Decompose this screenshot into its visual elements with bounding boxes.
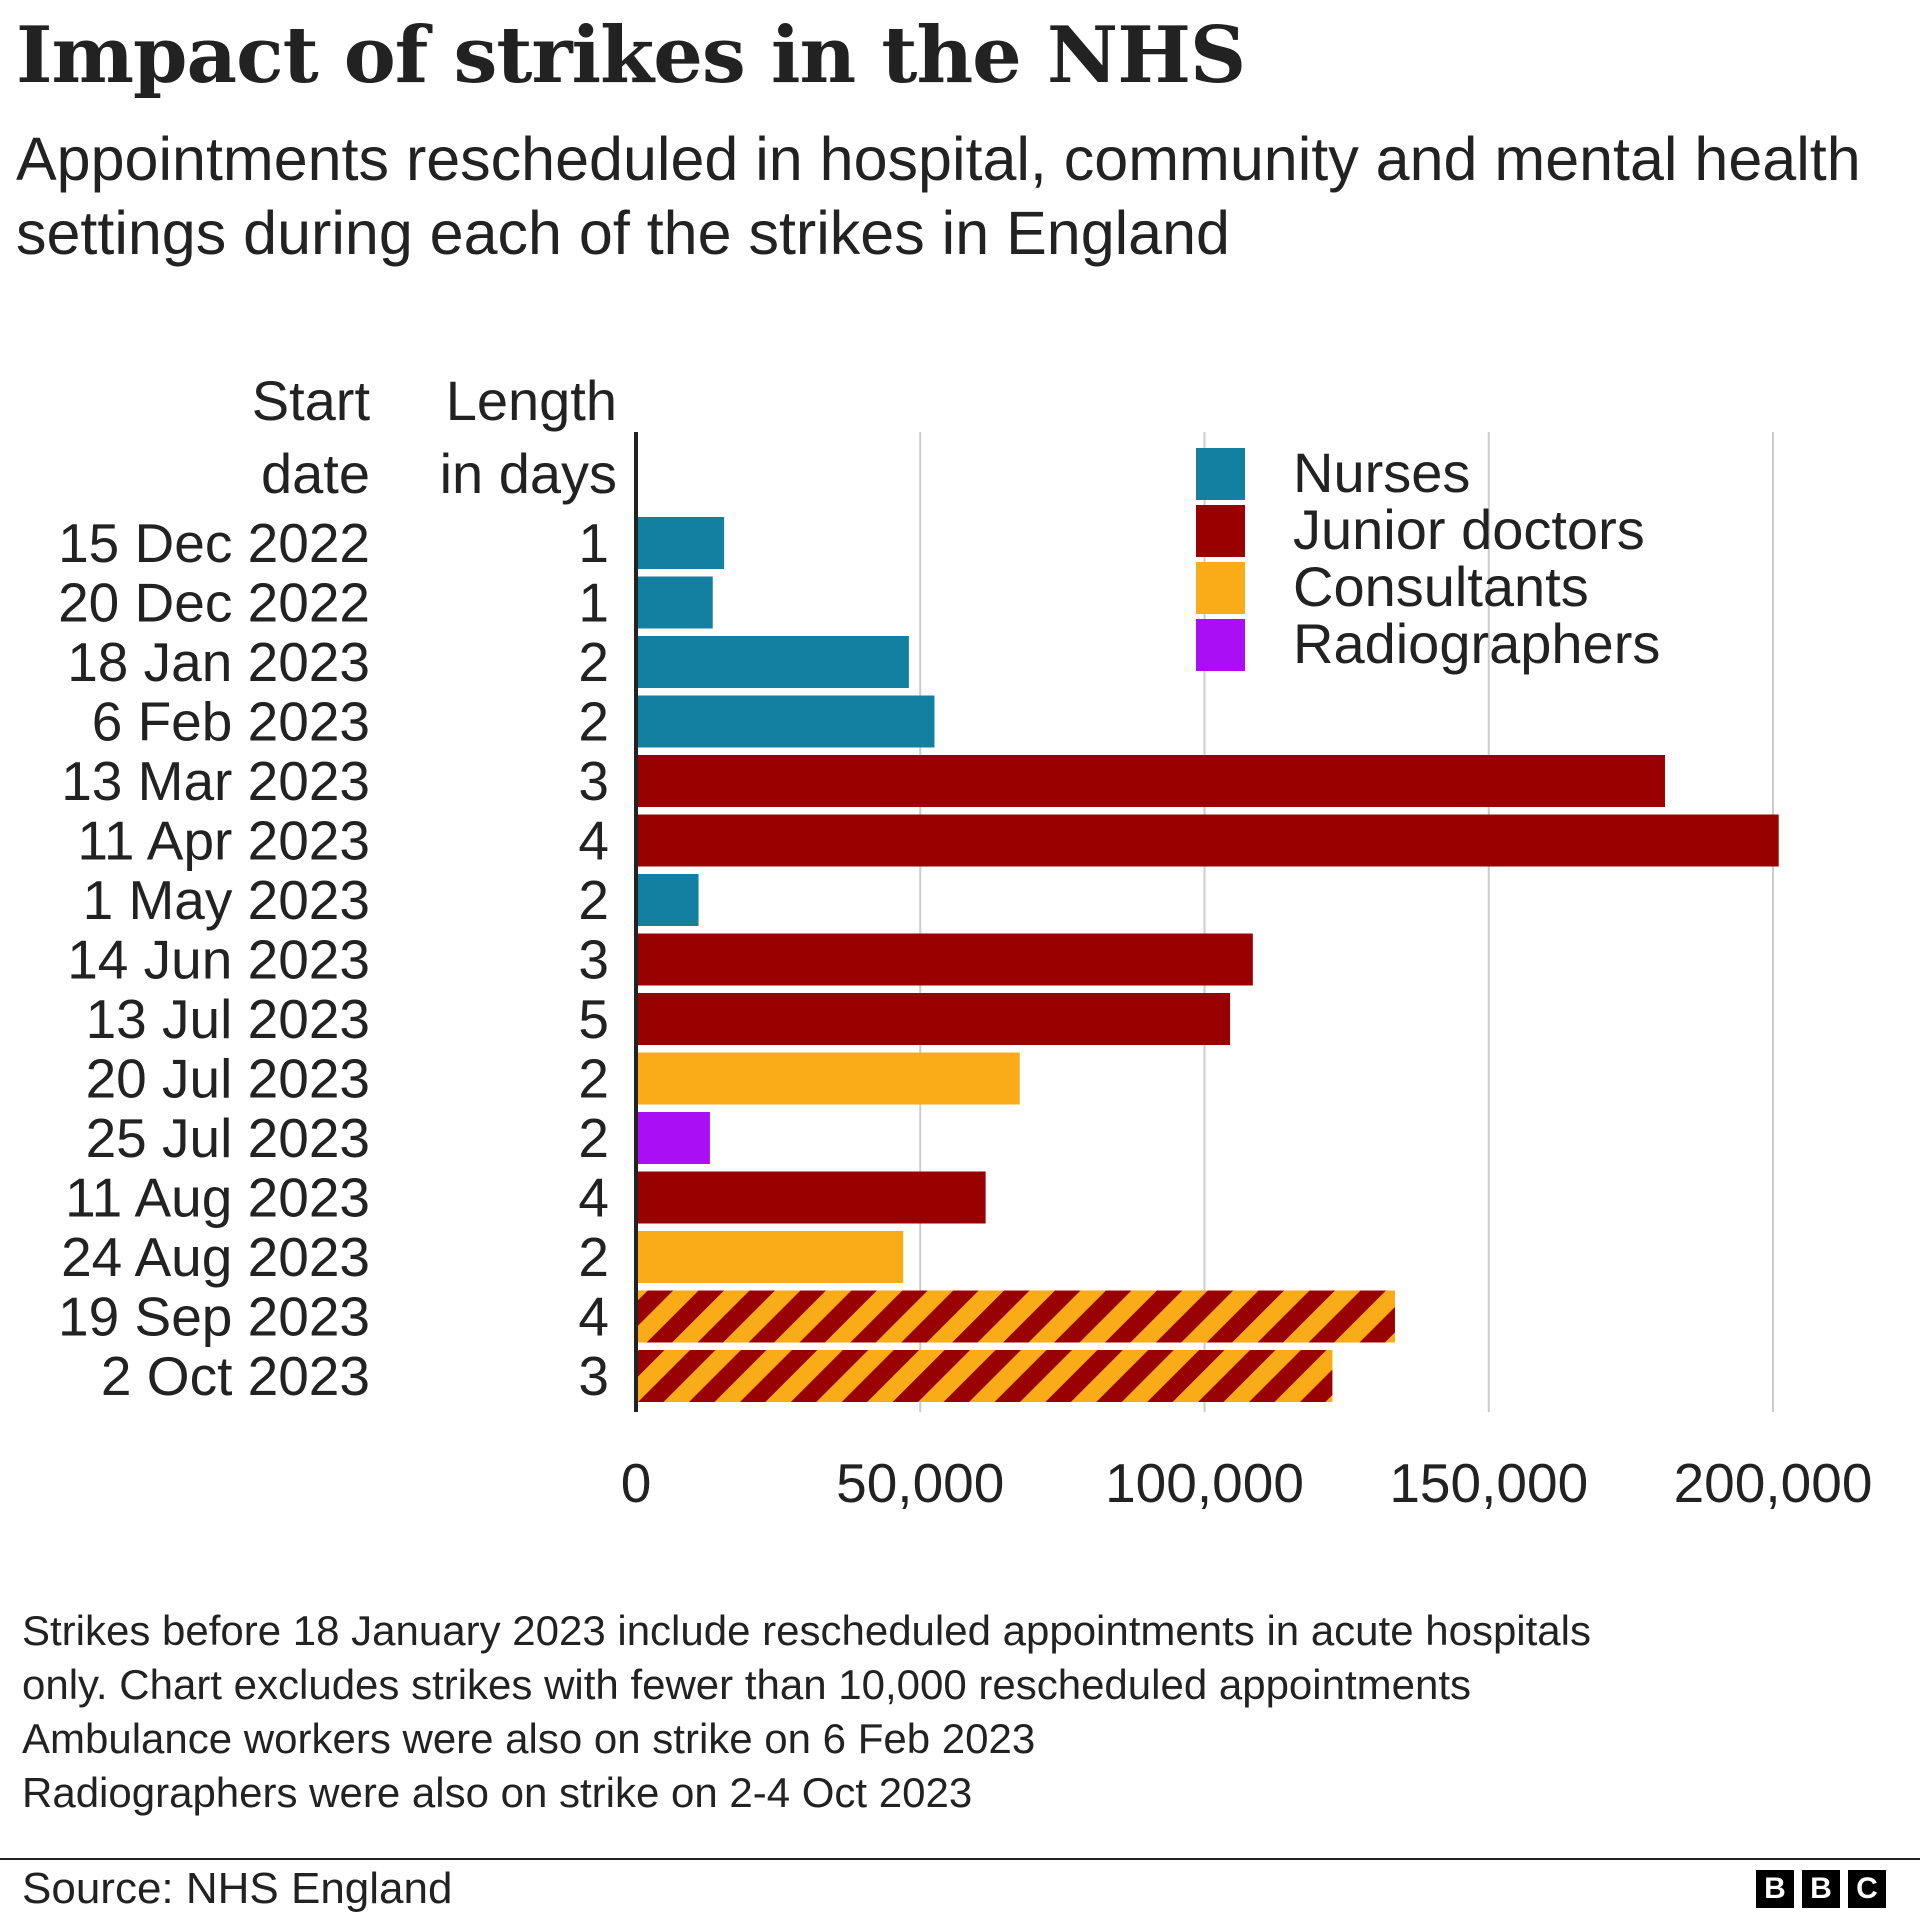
bar xyxy=(636,1112,710,1164)
x-tick-label: 0 xyxy=(621,1452,652,1514)
bbc-logo-letter: B xyxy=(1802,1870,1840,1908)
x-tick-label: 200,000 xyxy=(1674,1452,1873,1514)
x-tick-label: 50,000 xyxy=(836,1452,1004,1514)
row-date-label: 1 May 2023 xyxy=(83,869,370,931)
row-date-label: 2 Oct 2023 xyxy=(101,1345,370,1407)
x-axis: 0 50,000 100,000 150,000 200,000 xyxy=(621,432,1873,1514)
row-length-label: 4 xyxy=(578,1286,609,1348)
legend-swatch xyxy=(1196,619,1245,671)
bar xyxy=(636,993,1231,1045)
row-length-label: 2 xyxy=(578,631,609,693)
row-date-label: 13 Mar 2023 xyxy=(61,750,370,812)
length-header: in days xyxy=(440,442,617,505)
row-length-label: 4 xyxy=(578,810,609,872)
bar xyxy=(636,695,935,748)
footnote-line: only. Chart excludes strikes with fewer … xyxy=(22,1661,1472,1708)
row-date-label: 11 Apr 2023 xyxy=(77,810,370,872)
bar xyxy=(636,1290,1395,1343)
column-headers: Start date Length in days xyxy=(252,369,617,505)
bar xyxy=(636,576,713,629)
legend-label: Radiographers xyxy=(1293,612,1660,675)
row-date-label: 19 Sep 2023 xyxy=(58,1286,370,1348)
row-length-label: 2 xyxy=(578,869,609,931)
source-text: Source: NHS England xyxy=(22,1864,453,1913)
row-date-label: 20 Jul 2023 xyxy=(86,1048,370,1110)
footnote-line: Strikes before 18 January 2023 include r… xyxy=(22,1607,1591,1654)
row-length-label: 2 xyxy=(578,1226,609,1288)
row-length-label: 4 xyxy=(578,1167,609,1229)
bar xyxy=(636,814,1779,867)
bar xyxy=(636,1350,1333,1402)
row-length-label: 3 xyxy=(578,750,609,812)
row-length-label: 2 xyxy=(578,1048,609,1110)
legend-swatch xyxy=(1196,562,1245,614)
row-length-label: 1 xyxy=(578,512,609,574)
footnotes: Strikes before 18 January 2023 include r… xyxy=(22,1604,1912,1820)
start-date-header: Start xyxy=(252,369,371,432)
bar xyxy=(636,636,909,688)
footnote-line: Radiographers were also on strike on 2-4… xyxy=(22,1769,973,1816)
footer-divider xyxy=(0,1858,1920,1860)
chart-subtitle: Appointments rescheduled in hospital, co… xyxy=(16,125,1861,267)
legend-swatch xyxy=(1196,505,1245,557)
bbc-logo: B B C xyxy=(1756,1870,1886,1908)
bar xyxy=(636,1171,986,1224)
bbc-logo-letter: C xyxy=(1848,1870,1886,1908)
row-date-label: 14 Jun 2023 xyxy=(67,929,370,991)
rows: 15 Dec 2022 1 20 Dec 2022 1 18 Jan 2023 2 6 Fe… xyxy=(58,512,1779,1407)
bar xyxy=(636,874,699,926)
legend-swatch xyxy=(1196,448,1245,500)
row-date-label: 24 Aug 2023 xyxy=(61,1226,370,1288)
bar-chart: Start date Length in days 15 Dec 2022 1 20 De… xyxy=(58,369,1873,1514)
row-date-label: 25 Jul 2023 xyxy=(86,1107,370,1169)
x-tick-label: 150,000 xyxy=(1389,1452,1588,1514)
bar xyxy=(636,755,1665,807)
bar xyxy=(636,1052,1020,1105)
row-length-label: 2 xyxy=(578,1107,609,1169)
row-date-label: 20 Dec 2022 xyxy=(58,572,370,634)
bar xyxy=(636,1231,904,1283)
row-date-label: 6 Feb 2023 xyxy=(92,691,370,753)
bar xyxy=(636,933,1253,986)
legend-label: Consultants xyxy=(1293,555,1589,618)
legend-label: Nurses xyxy=(1293,441,1470,504)
start-date-header: date xyxy=(261,442,370,505)
row-length-label: 5 xyxy=(578,988,609,1050)
row-length-label: 3 xyxy=(578,929,609,991)
x-tick-label: 100,000 xyxy=(1105,1452,1304,1514)
row-length-label: 3 xyxy=(578,1345,609,1407)
chart-title: Impact of strikes in the NHS xyxy=(16,10,1246,101)
row-date-label: 11 Aug 2023 xyxy=(65,1167,370,1229)
row-date-label: 18 Jan 2023 xyxy=(67,631,370,693)
row-date-label: 15 Dec 2022 xyxy=(58,512,370,574)
bbc-logo-letter: B xyxy=(1756,1870,1794,1908)
length-header: Length xyxy=(446,369,617,432)
row-date-label: 13 Jul 2023 xyxy=(86,988,370,1050)
row-length-label: 1 xyxy=(578,572,609,634)
row-length-label: 2 xyxy=(578,691,609,753)
bar xyxy=(636,517,725,569)
legend-label: Junior doctors xyxy=(1293,498,1645,561)
footnote-line: Ambulance workers were also on strike on… xyxy=(22,1715,1036,1762)
